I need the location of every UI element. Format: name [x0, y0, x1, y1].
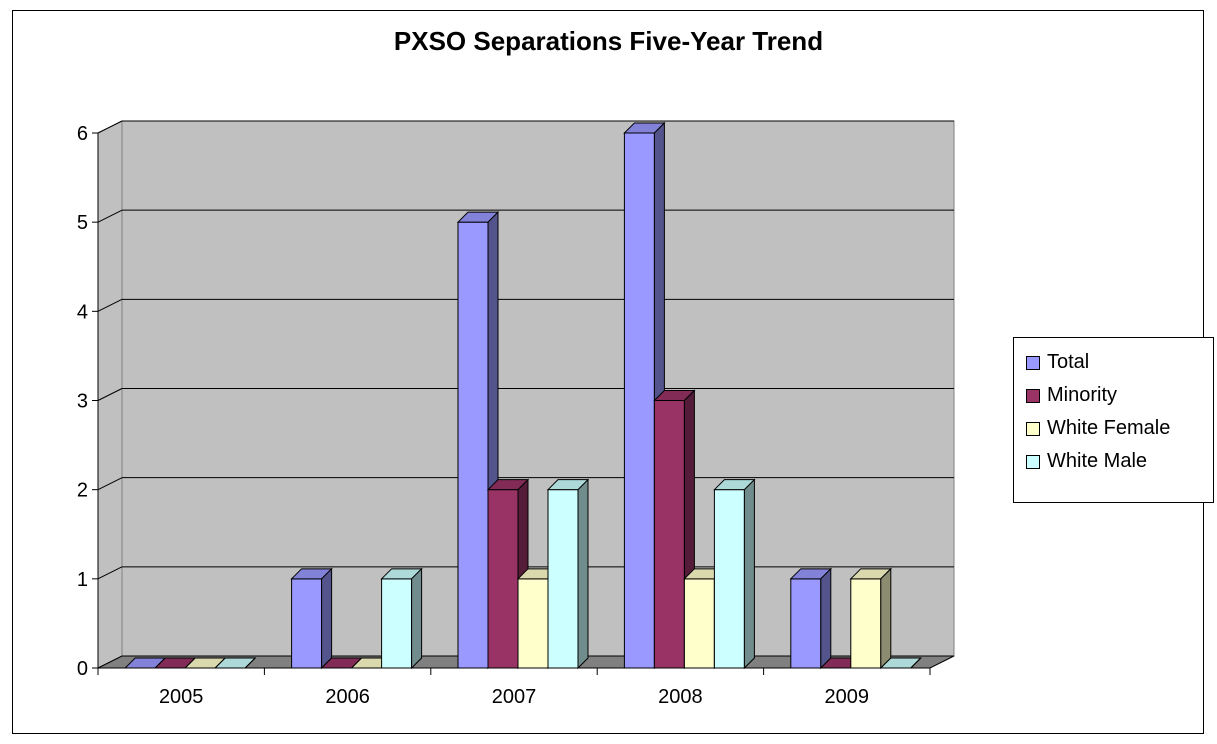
legend-entry: White Female	[1026, 412, 1213, 445]
y-tick-label: 4	[77, 301, 88, 323]
legend-entry: White Male	[1026, 445, 1213, 478]
y-tick-label: 6	[77, 123, 88, 145]
gridline-side	[97, 120, 123, 134]
bar-side	[820, 567, 832, 670]
bar-side	[411, 567, 423, 670]
gridline-side	[97, 566, 123, 580]
bar	[850, 578, 882, 669]
bar-side	[321, 567, 333, 670]
gridline-side	[97, 388, 123, 401]
gridline-side	[97, 209, 123, 223]
y-tick-label: 1	[77, 569, 88, 591]
chart-legend: Total Minority White Female White Male	[1013, 337, 1214, 503]
chart-title: PXSO Separations Five-Year Trend	[393, 26, 824, 56]
bar-side	[880, 567, 892, 670]
bar	[623, 132, 655, 669]
legend-swatch	[1026, 388, 1040, 403]
bar-side	[244, 657, 256, 669]
y-tick-label: 2	[77, 480, 88, 502]
bar	[457, 221, 489, 669]
legend-swatch	[1026, 421, 1040, 436]
legend-label: Minority	[1047, 384, 1118, 406]
y-tick-label: 3	[77, 391, 88, 413]
bar-side	[577, 478, 589, 670]
y-tick-label: 0	[77, 658, 88, 680]
bar-side	[910, 657, 922, 669]
bar	[487, 489, 519, 669]
legend-swatch	[1026, 355, 1040, 370]
legend-entry: Minority	[1026, 379, 1213, 412]
legend-label: Total	[1047, 351, 1090, 373]
legend-label: White Male	[1047, 450, 1148, 472]
legend-entry: Total	[1026, 346, 1213, 379]
x-tick-label: 2009	[825, 686, 870, 708]
bar	[381, 578, 413, 669]
bar	[547, 489, 579, 669]
x-tick-label: 2008	[658, 686, 703, 708]
bar	[517, 578, 549, 669]
bar	[291, 578, 323, 669]
x-tick-label: 2006	[325, 686, 370, 708]
legend-swatch	[1026, 454, 1040, 469]
bar	[683, 578, 715, 669]
bar-side	[743, 478, 755, 670]
x-tick-label: 2005	[159, 686, 204, 708]
bar	[790, 578, 822, 669]
gridline-side	[97, 298, 123, 312]
bar	[713, 489, 745, 669]
y-tick-label: 5	[77, 212, 88, 234]
x-tick-label: 2007	[492, 686, 537, 708]
bar	[653, 400, 685, 669]
legend-label: White Female	[1047, 417, 1171, 439]
gridline-side	[97, 477, 123, 491]
